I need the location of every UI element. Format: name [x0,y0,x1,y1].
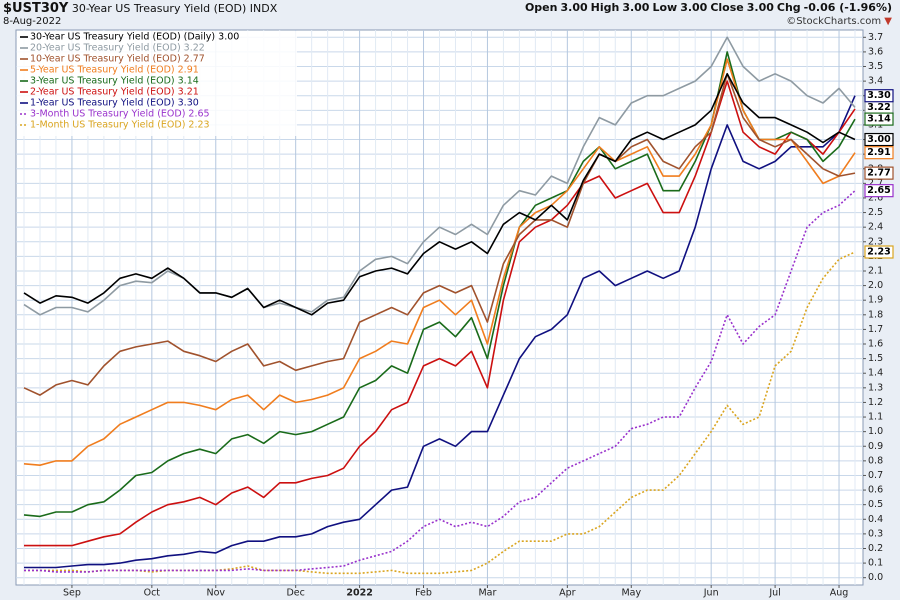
y-tick-label: 3.7 [868,32,883,43]
y-tick-label: 0.2 [868,543,883,554]
quote-value: 3.00 [680,1,708,14]
series-line [24,190,856,573]
x-tick-label: May [621,588,641,599]
last-value-box [864,89,894,103]
change-marker: ▼ [884,16,892,27]
y-tick-label: 1.4 [868,368,883,379]
x-tick-label: Jul [768,588,780,599]
y-tick-label: 3.5 [868,61,883,72]
y-tick-label: 2.3 [868,236,883,247]
header: $UST30Y 30-Year US Treasury Yield (EOD) … [0,0,900,30]
last-value-label: 2.23 [867,247,890,258]
subtitle: 30-Year US Treasury Yield (EOD) [71,2,247,15]
y-tick-label: 0.9 [868,441,883,452]
y-tick-label: 2.6 [868,192,883,203]
y-tick-label: 0.0 [868,572,883,583]
series-line [24,95,856,569]
quote-label: High [590,1,620,14]
y-tick-label: 0.4 [868,514,883,525]
y-tick-label: 2.7 [868,178,883,189]
y-tick-label: 0.6 [868,485,883,496]
legend-label: 2-Year US Treasury Yield (EOD) 3.21 [30,87,199,98]
legend-box [17,31,297,136]
date: 8-Aug-2022 [3,16,62,27]
x-tick-label: Sep [63,588,81,599]
credit-text: ©StockCharts.com [786,16,882,27]
x-tick-label: 2022 [346,588,372,599]
exchange: INDX [249,2,278,15]
y-tick-label: 0.3 [868,528,883,539]
last-value-label: 2.77 [867,168,890,179]
legend-label: 3-Year US Treasury Yield (EOD) 3.14 [30,76,199,87]
quote-label: Low [652,1,678,14]
y-tick-label: 1.0 [868,426,883,437]
y-tick-label: 0.5 [868,499,883,510]
series-line [23,73,856,396]
x-tick-label: Jun [703,588,719,599]
y-tick-label: 0.8 [868,455,883,466]
y-tick-label: 1.1 [868,412,883,423]
quote-label: Chg [776,1,801,14]
y-tick-label: 0.1 [868,558,883,569]
quote-value: -0.06 (-1.96%) [803,1,892,14]
y-tick-label: 1.8 [868,309,883,320]
last-value-label: 2.91 [867,147,890,158]
x-tick-label: Mar [478,588,496,599]
y-tick-label: 3.4 [868,76,883,87]
symbol: $UST30Y [3,1,69,16]
y-tick-label: 0.7 [868,470,883,481]
legend-label: 20-Year US Treasury Yield (EOD) 3.22 [30,43,205,54]
legend-label: 3-Month US Treasury Yield (EOD) 2.65 [30,109,210,120]
last-value-box [864,184,894,198]
series-line [23,36,856,316]
y-tick-label: 2.5 [868,207,883,218]
x-tick-label: Nov [206,588,225,599]
last-value-box [864,112,894,126]
legend: 30-Year US Treasury Yield (EOD) (Daily) … [17,31,297,136]
last-value-label: 3.00 [867,134,891,145]
last-value-box [864,166,894,180]
y-tick-label: 1.7 [868,324,883,335]
y-tick-label: 1.6 [868,339,883,350]
credit: ©StockCharts.com ▼ [786,16,892,27]
y-tick-label: 2.4 [868,222,883,233]
series-line [24,251,856,575]
x-tick-label: Aug [830,588,849,599]
last-value-box [864,245,894,259]
y-tick-label: 1.9 [868,295,883,306]
quote-value: 3.00 [560,1,588,14]
last-value-label: 3.30 [867,90,891,101]
legend-label: 30-Year US Treasury Yield (EOD) (Daily) … [30,32,239,43]
last-value-box [864,146,894,160]
x-tick-label: Apr [559,588,576,599]
last-value-label: 3.22 [867,102,890,113]
last-value-label: 3.14 [867,114,891,125]
y-tick-label: 1.2 [868,397,883,408]
legend-label: 1-Year US Treasury Yield (EOD) 3.30 [30,98,199,109]
last-value-box [864,132,894,147]
legend-label: 10-Year US Treasury Yield (EOD) 2.77 [30,54,205,65]
legend-label: 1-Month US Treasury Yield (EOD) 2.23 [30,120,210,131]
y-tick-label: 1.5 [868,353,883,364]
quote-value: 3.00 [746,1,774,14]
y-tick-label: 1.3 [868,382,883,393]
title-row: $UST30Y 30-Year US Treasury Yield (EOD) … [3,1,277,16]
quote: Open 3.00 High 3.00 Low 3.00 Close 3.00 Chg -0.06… [522,1,892,14]
x-tick-label: Oct [144,588,161,599]
y-tick-label: 2.1 [868,265,883,276]
quote-label: Open [524,1,558,14]
quote-label: Close [710,1,744,14]
y-tick-label: 3.6 [868,46,883,57]
last-value-label: 2.65 [867,185,890,196]
y-tick-label: 2.0 [868,280,883,291]
legend-label: 5-Year US Treasury Yield (EOD) 2.91 [30,65,199,76]
series-line [23,73,856,316]
quote-value: 3.00 [622,1,650,14]
series-line [23,58,856,466]
x-tick-label: Dec [286,588,304,599]
x-tick-label: Feb [415,588,432,599]
